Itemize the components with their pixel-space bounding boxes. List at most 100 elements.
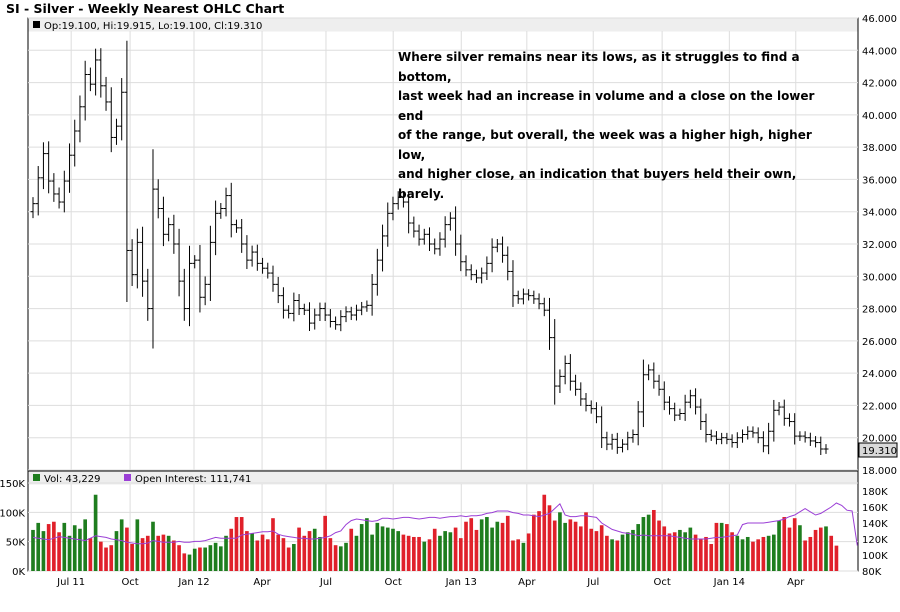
volume-bar [808,536,813,571]
price-tick-label: 24.000 [862,369,897,380]
ohlc-bar [213,200,219,256]
volume-bar [599,525,604,571]
volume-bar [370,534,374,571]
last-price-label: 19.310 [862,446,897,457]
volume-bar [818,527,823,571]
ohlc-bar [166,217,172,242]
volume-bar [88,538,93,571]
volume-tick-label: 50K [6,538,26,549]
ohlc-bar [411,216,417,238]
ohlc-bar [473,269,479,283]
volume-bar [662,526,667,571]
volume-bar [265,539,270,571]
volume-bar [688,527,693,571]
volume-bar [41,531,46,571]
volume-bar [594,531,599,571]
volume-bar [458,538,463,571]
volume-bar [198,547,202,571]
ohlc-bar [385,202,391,247]
volume-bar [652,509,656,571]
volume-bar [307,531,312,571]
x-tick-label: Jan 12 [177,577,209,588]
price-tick-label: 38.000 [862,143,897,154]
volume-bar [740,539,745,571]
volume-legend: Vol: 43,229 [44,474,101,485]
ohlc-bar [567,354,573,391]
volume-bar [464,521,468,571]
price-tick-label: 26.000 [862,337,897,348]
ohlc-bar [395,191,401,210]
volume-bar [46,524,51,571]
volume-bar [485,517,489,571]
ohlc-bar [233,219,239,233]
volume-bar [537,511,541,571]
ohlc-bar [275,276,281,304]
volume-bar [365,518,369,571]
volume-bar [93,494,98,571]
x-tick-label: Oct [653,577,670,588]
ohlc-bar [291,292,297,322]
volume-bar [359,524,364,571]
volume-bar [505,515,510,571]
ohlc-bar [588,400,594,414]
ohlc-bar [432,238,438,255]
ohlc-bar [223,187,229,217]
ohlc-bar [140,226,146,297]
ohlc-bar [646,364,652,381]
open-interest-line [32,502,858,546]
ohlc-bar [181,268,187,321]
volume-bar [151,521,155,571]
volume-bar [417,536,421,571]
ohlc-bar [771,399,777,442]
volume-bar [276,534,281,571]
ohlc-bar [755,427,761,444]
ohlc-bar [207,225,213,301]
ohlc-bar [797,431,803,441]
volume-tick-label: 150K [0,479,25,490]
ohlc-bar [713,431,719,445]
volume-bar [438,535,442,571]
ohlc-bar [46,141,52,194]
ohlc-bar [614,432,620,454]
ohlc-bar [698,398,704,430]
open-interest-legend: Open Interest: 111,741 [135,474,251,485]
volume-bar [646,514,651,571]
ohlc-bar [67,143,73,193]
volume-bar [72,525,77,571]
open-interest-tick-label: 80K [862,567,882,578]
volume-bar [469,518,474,571]
ohlc-bar [124,40,130,302]
open-interest-tick-label: 100K [862,551,888,562]
ohlc-bar [286,305,292,319]
volume-bar [725,524,729,571]
volume-bar [542,494,547,571]
volume-bar [678,529,682,571]
volume-legend-band [28,471,858,485]
ohlc-bar [322,302,328,322]
volume-bar [344,542,348,571]
open-interest-legend-marker [124,474,131,481]
volume-bar [57,532,61,571]
ohlc-bar [625,431,631,451]
volume-bar [787,527,792,571]
volume-bar [589,528,594,571]
ohlc-bar [150,149,156,349]
ohlc-bar [296,294,302,316]
ohlc-bar [442,216,448,248]
price-tick-label: 28.000 [862,305,897,316]
volume-bar [135,519,140,571]
volume-bar [98,541,103,571]
ohlc-bar [557,369,563,393]
price-tick-label: 36.000 [862,175,897,186]
ohlc-bar [202,276,208,306]
volume-bar [766,535,771,571]
volume-bar [552,520,557,571]
ohlc-bar [51,173,57,202]
volume-bar [177,545,181,571]
ohlc-bar [171,214,177,254]
volume-bar [756,539,761,571]
ohlc-bar [526,289,532,301]
volume-bar [31,529,35,571]
ohlc-bar [400,191,406,208]
ohlc-bar [786,413,792,427]
